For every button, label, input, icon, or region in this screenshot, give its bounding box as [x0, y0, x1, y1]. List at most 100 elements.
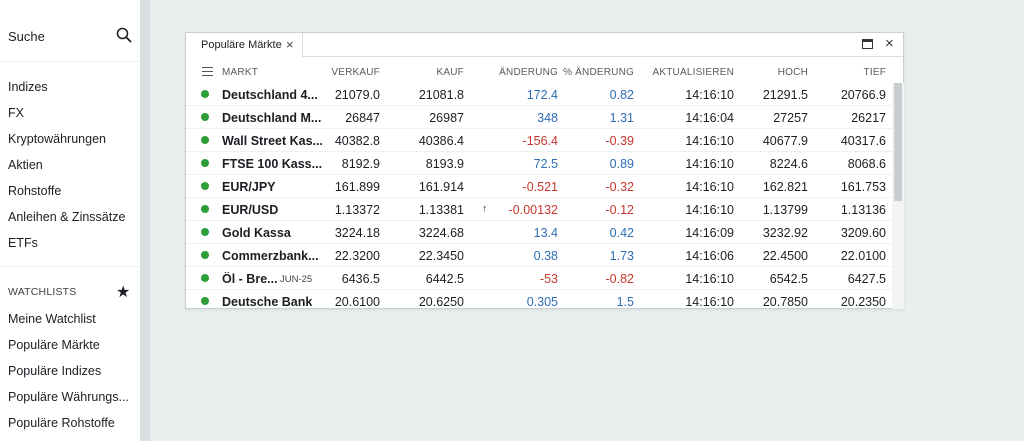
table-row[interactable]: Gold Kassa 3224.18 3224.68 13.4 0.42 14:16:09… [186, 221, 892, 244]
col-sell[interactable]: VERKAUF [331, 67, 380, 78]
market-name[interactable]: Deutschland M... [222, 111, 322, 125]
update-time: 14:16:10 [685, 272, 734, 286]
nav-item-fx[interactable]: FX [8, 106, 24, 120]
pct-change-value: 1.5 [616, 295, 634, 309]
market-name[interactable]: EUR/JPY [222, 180, 276, 194]
nav-item-etfs[interactable]: ETFs [8, 236, 38, 250]
watchlist-item-populaere-indizes[interactable]: Populäre Indizes [8, 364, 102, 378]
buy-price[interactable]: 161.914 [418, 180, 464, 194]
buy-price[interactable]: 6442.5 [425, 272, 464, 286]
buy-price[interactable]: 8193.9 [425, 157, 464, 171]
watchlist-nav: Meine Watchlist Populäre Märkte Populäre… [0, 306, 140, 436]
change-value: -0.521 [522, 180, 558, 194]
buy-price[interactable]: 1.13381 [418, 203, 464, 217]
col-change[interactable]: ÄNDERUNG [499, 67, 558, 78]
table-row[interactable]: Wall Street Kas... 40382.8 40386.4 -156.4 -0… [186, 129, 892, 152]
sell-price[interactable]: 161.899 [334, 180, 380, 194]
change-value: 72.5 [533, 157, 558, 171]
pct-change-value: 1.73 [609, 249, 634, 263]
status-dot [201, 113, 209, 121]
market-name[interactable]: Deutsche Bank [222, 295, 313, 309]
update-time: 14:16:10 [685, 134, 734, 148]
col-market[interactable]: MARKT [222, 67, 258, 78]
status-dot [201, 182, 209, 190]
maximize-icon[interactable] [862, 39, 873, 49]
sell-price[interactable]: 8192.9 [341, 157, 380, 171]
low-value: 22.0100 [840, 249, 886, 263]
high-value: 27257 [773, 111, 808, 125]
buy-price[interactable]: 3224.68 [418, 226, 464, 240]
buy-price[interactable]: 21081.8 [418, 88, 464, 102]
col-buy[interactable]: KAUF [436, 67, 464, 78]
low-value: 40317.6 [840, 134, 886, 148]
market-name[interactable]: Commerzbank... [222, 249, 319, 263]
scrollbar-thumb[interactable] [894, 83, 902, 201]
close-icon[interactable]: × [885, 35, 894, 52]
market-name[interactable]: Gold Kassa [222, 226, 291, 240]
tab-close-icon[interactable]: × [286, 37, 294, 52]
table-row[interactable]: Öl - Bre... JUN-25 6436.5 6442.5 -53 -0.82 14:… [186, 267, 892, 290]
col-low[interactable]: TIEF [863, 67, 886, 78]
search-row[interactable]: Suche [0, 0, 140, 62]
sell-price[interactable]: 40382.8 [334, 134, 380, 148]
table-row[interactable]: Commerzbank... 22.3200 22.3450 0.38 1.73 14:1… [186, 244, 892, 267]
nav-item-rohstoffe[interactable]: Rohstoffe [8, 184, 62, 198]
market-name[interactable]: Deutschland 4... [222, 88, 318, 102]
table-row[interactable]: Deutschland 4... 21079.0 21081.8 172.4 0.82 1… [186, 83, 892, 106]
buy-price[interactable]: 26987 [429, 111, 464, 125]
col-updated[interactable]: AKTUALISIEREN [652, 67, 734, 78]
nav-item-anleihen[interactable]: Anleihen & Zinssätze [8, 210, 126, 224]
search-label[interactable]: Suche [8, 29, 45, 44]
buy-price[interactable]: 20.6250 [418, 295, 464, 309]
low-value: 3209.60 [840, 226, 886, 240]
update-time: 14:16:10 [685, 180, 734, 194]
table-row[interactable]: Deutsche Bank 20.6100 20.6250 0.305 1.5 14:16… [186, 290, 892, 313]
high-value: 3232.92 [762, 226, 808, 240]
watchlist-item-populaere-maerkte[interactable]: Populäre Märkte [8, 338, 100, 352]
star-icon[interactable]: ★ [116, 284, 131, 301]
sell-price[interactable]: 22.3200 [334, 249, 380, 263]
search-icon[interactable] [116, 27, 132, 43]
update-time: 14:16:04 [685, 111, 734, 125]
watchlists-header: WATCHLISTS ★ [0, 280, 140, 304]
market-name[interactable]: Öl - Bre... [222, 272, 278, 286]
sidebar-scrollbar[interactable] [140, 0, 150, 441]
low-value: 8068.6 [847, 157, 886, 171]
market-name[interactable]: FTSE 100 Kass... [222, 157, 322, 171]
low-value: 26217 [851, 111, 886, 125]
watchlist-item-populaere-waehrungen[interactable]: Populäre Währungs... [8, 390, 129, 404]
tab-populaere-maerkte[interactable]: Populäre Märkte × [186, 33, 303, 57]
change-value: -156.4 [522, 134, 558, 148]
nav-item-indizes[interactable]: Indizes [8, 80, 48, 94]
buy-price[interactable]: 40386.4 [418, 134, 464, 148]
nav-item-crypto[interactable]: Kryptowährungen [8, 132, 106, 146]
table-row[interactable]: EUR/JPY 161.899 161.914 -0.521 -0.32 14:16:10… [186, 175, 892, 198]
high-value: 20.7850 [762, 295, 808, 309]
tick-up-arrow-icon: ↑ [482, 203, 488, 215]
tab-label[interactable]: Populäre Märkte [201, 39, 282, 51]
sell-price[interactable]: 26847 [345, 111, 380, 125]
change-value: 13.4 [533, 226, 558, 240]
watchlist-item-meine[interactable]: Meine Watchlist [8, 312, 96, 326]
nav-item-aktien[interactable]: Aktien [8, 158, 43, 172]
col-high[interactable]: HOCH [777, 67, 808, 78]
sell-price[interactable]: 3224.18 [334, 226, 380, 240]
table-row[interactable]: EUR/USD 1.13372 1.13381 ↑ -0.00132 -0.12 14:16… [186, 198, 892, 221]
table-row[interactable]: Deutschland M... 26847 26987 348 1.31 14:16:0… [186, 106, 892, 129]
table-row[interactable]: FTSE 100 Kass... 8192.9 8193.9 72.5 0.89 14:1… [186, 152, 892, 175]
market-name[interactable]: Wall Street Kas... [222, 134, 322, 148]
panel-tabbar: Populäre Märkte × × [186, 33, 903, 57]
menu-icon[interactable] [202, 67, 213, 76]
sell-price[interactable]: 21079.0 [334, 88, 380, 102]
contract-expiry: JUN-25 [280, 274, 313, 285]
watchlist-item-populaere-rohstoffe[interactable]: Populäre Rohstoffe [8, 416, 115, 430]
sell-price[interactable]: 20.6100 [334, 295, 380, 309]
high-value: 21291.5 [762, 88, 808, 102]
markets-panel: Populäre Märkte × × MARKT VERKAUF KAUF Ä… [185, 32, 904, 309]
buy-price[interactable]: 22.3450 [418, 249, 464, 263]
sell-price[interactable]: 1.13372 [334, 203, 380, 217]
market-name[interactable]: EUR/USD [222, 203, 279, 217]
table-scrollbar[interactable] [892, 83, 904, 309]
col-pct-change[interactable]: % ÄNDERUNG [563, 67, 634, 78]
sell-price[interactable]: 6436.5 [341, 272, 380, 286]
